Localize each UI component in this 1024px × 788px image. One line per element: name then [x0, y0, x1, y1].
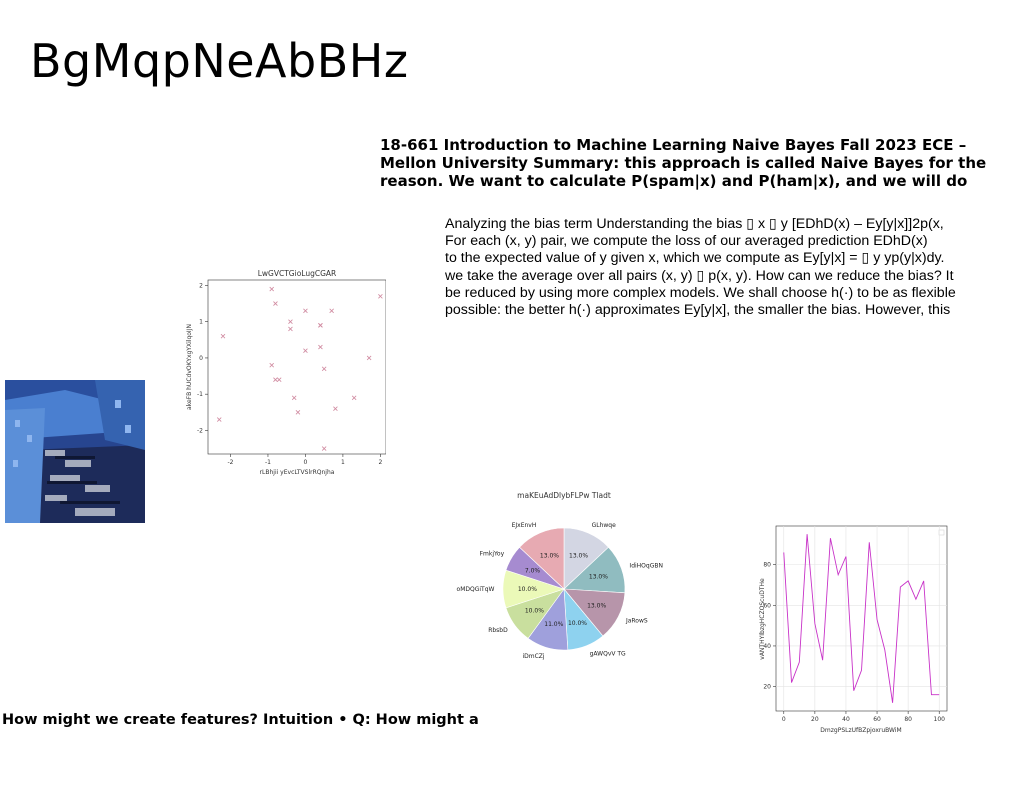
scatter-chart: LwGVCTGioLugCGAR -2 -1 0 1 2 -2 -1 0 1 2 rLBhjii … — [186, 269, 386, 476]
slice-percent: 10.0% — [518, 586, 537, 593]
data-point — [288, 319, 293, 324]
series-line — [783, 534, 940, 703]
chart-title: LwGVCTGioLugCGAR — [258, 269, 337, 278]
data-point — [321, 446, 327, 451]
section-heading: 18-661 Introduction to Machine Learning … — [380, 136, 987, 190]
slice-percent: 7.0% — [525, 567, 541, 574]
data-point — [220, 333, 226, 339]
data-point — [216, 417, 222, 422]
y-tick-label: 0 — [199, 355, 203, 362]
data-point — [303, 308, 308, 314]
line-chart: 0 20 40 60 80 100 20 40 60 80 DmzgPSLzUfBZpjoxruB… — [759, 525, 948, 734]
page-title: BgMqpNeAbBHz — [30, 34, 409, 88]
slice-percent: 13.0% — [587, 603, 606, 610]
data-point — [288, 326, 293, 332]
data-point — [351, 395, 357, 401]
x-tick-label: 0 — [304, 459, 308, 466]
data-point — [321, 366, 327, 372]
y-tick-label: -2 — [197, 427, 203, 434]
y-axis-label: akeFB hUCdvOKYxgYXilqoIJN — [186, 324, 193, 410]
data-point — [276, 377, 282, 382]
data-point — [273, 377, 278, 382]
x-tick-label: 20 — [811, 716, 819, 723]
data-point — [329, 308, 334, 314]
slice-label: GLhwqe — [592, 522, 617, 529]
footer-text: How might we create features? Intuition … — [2, 712, 479, 728]
chart-title: maKEuAdDlybFLPw Tladt — [517, 491, 611, 500]
slice-percent: 13.0% — [589, 574, 608, 581]
y-tick-label: 40 — [763, 643, 771, 650]
data-point — [333, 406, 338, 411]
slice-label: oMDQGiTqW — [457, 586, 495, 593]
x-tick-label: 40 — [842, 716, 850, 723]
x-axis-label: DmzgPSLzUfBZpjoxruBWiM — [820, 727, 901, 734]
y-tick-label: 60 — [763, 602, 771, 609]
city-photo — [5, 380, 145, 523]
slice-label: IdiHOqGBN — [629, 562, 663, 569]
data-point — [303, 348, 308, 353]
slice-percent: 10.0% — [568, 620, 587, 627]
x-axis-label: rLBhjii yEvcLTVSlrRQnjha — [260, 469, 335, 476]
slice-label: EJxEnvH — [512, 522, 537, 529]
slice-label: RbsbD — [488, 627, 508, 634]
x-tick-label: -2 — [227, 459, 233, 466]
slice-percent: 13.0% — [569, 552, 588, 559]
data-point — [366, 355, 372, 361]
y-tick-label: 2 — [199, 282, 203, 289]
data-point — [269, 362, 274, 368]
x-tick-label: 80 — [904, 716, 912, 723]
x-tick-label: 2 — [378, 459, 382, 466]
pie-slice — [519, 527, 565, 590]
body-paragraph: Analyzing the bias term Understanding th… — [445, 216, 956, 319]
data-point — [269, 286, 274, 292]
x-tick-label: 0 — [782, 716, 786, 723]
x-tick-label: 100 — [934, 716, 946, 723]
data-point — [378, 294, 383, 299]
slice-label: FmkjYoy — [480, 551, 505, 558]
x-tick-label: -1 — [265, 459, 271, 466]
y-tick-label: -1 — [197, 391, 203, 398]
data-point — [291, 395, 297, 401]
slice-percent: 10.0% — [525, 608, 544, 615]
data-point — [318, 323, 323, 328]
data-point — [273, 301, 278, 306]
x-tick-label: 60 — [873, 716, 881, 723]
x-tick-label: 1 — [341, 459, 345, 466]
y-tick-label: 20 — [763, 684, 771, 691]
slice-label: iDmCZj — [522, 653, 544, 660]
legend-box — [938, 529, 945, 536]
slice-label: gAWQvV TG — [590, 651, 626, 658]
slice-percent: 13.0% — [540, 552, 559, 559]
y-tick-label: 1 — [199, 319, 203, 326]
slice-label: JaRowS — [625, 618, 648, 625]
slice-percent: 11.0% — [544, 621, 563, 628]
data-point — [318, 344, 323, 350]
data-point — [295, 410, 301, 415]
y-axis-label: vANTHYIbzgHCZOScuDTHe — [759, 578, 766, 660]
pie-chart: maKEuAdDlybFLPw Tladt 13.0% GLhwqe 13.0% Id… — [457, 491, 663, 660]
y-tick-label: 80 — [763, 562, 771, 569]
